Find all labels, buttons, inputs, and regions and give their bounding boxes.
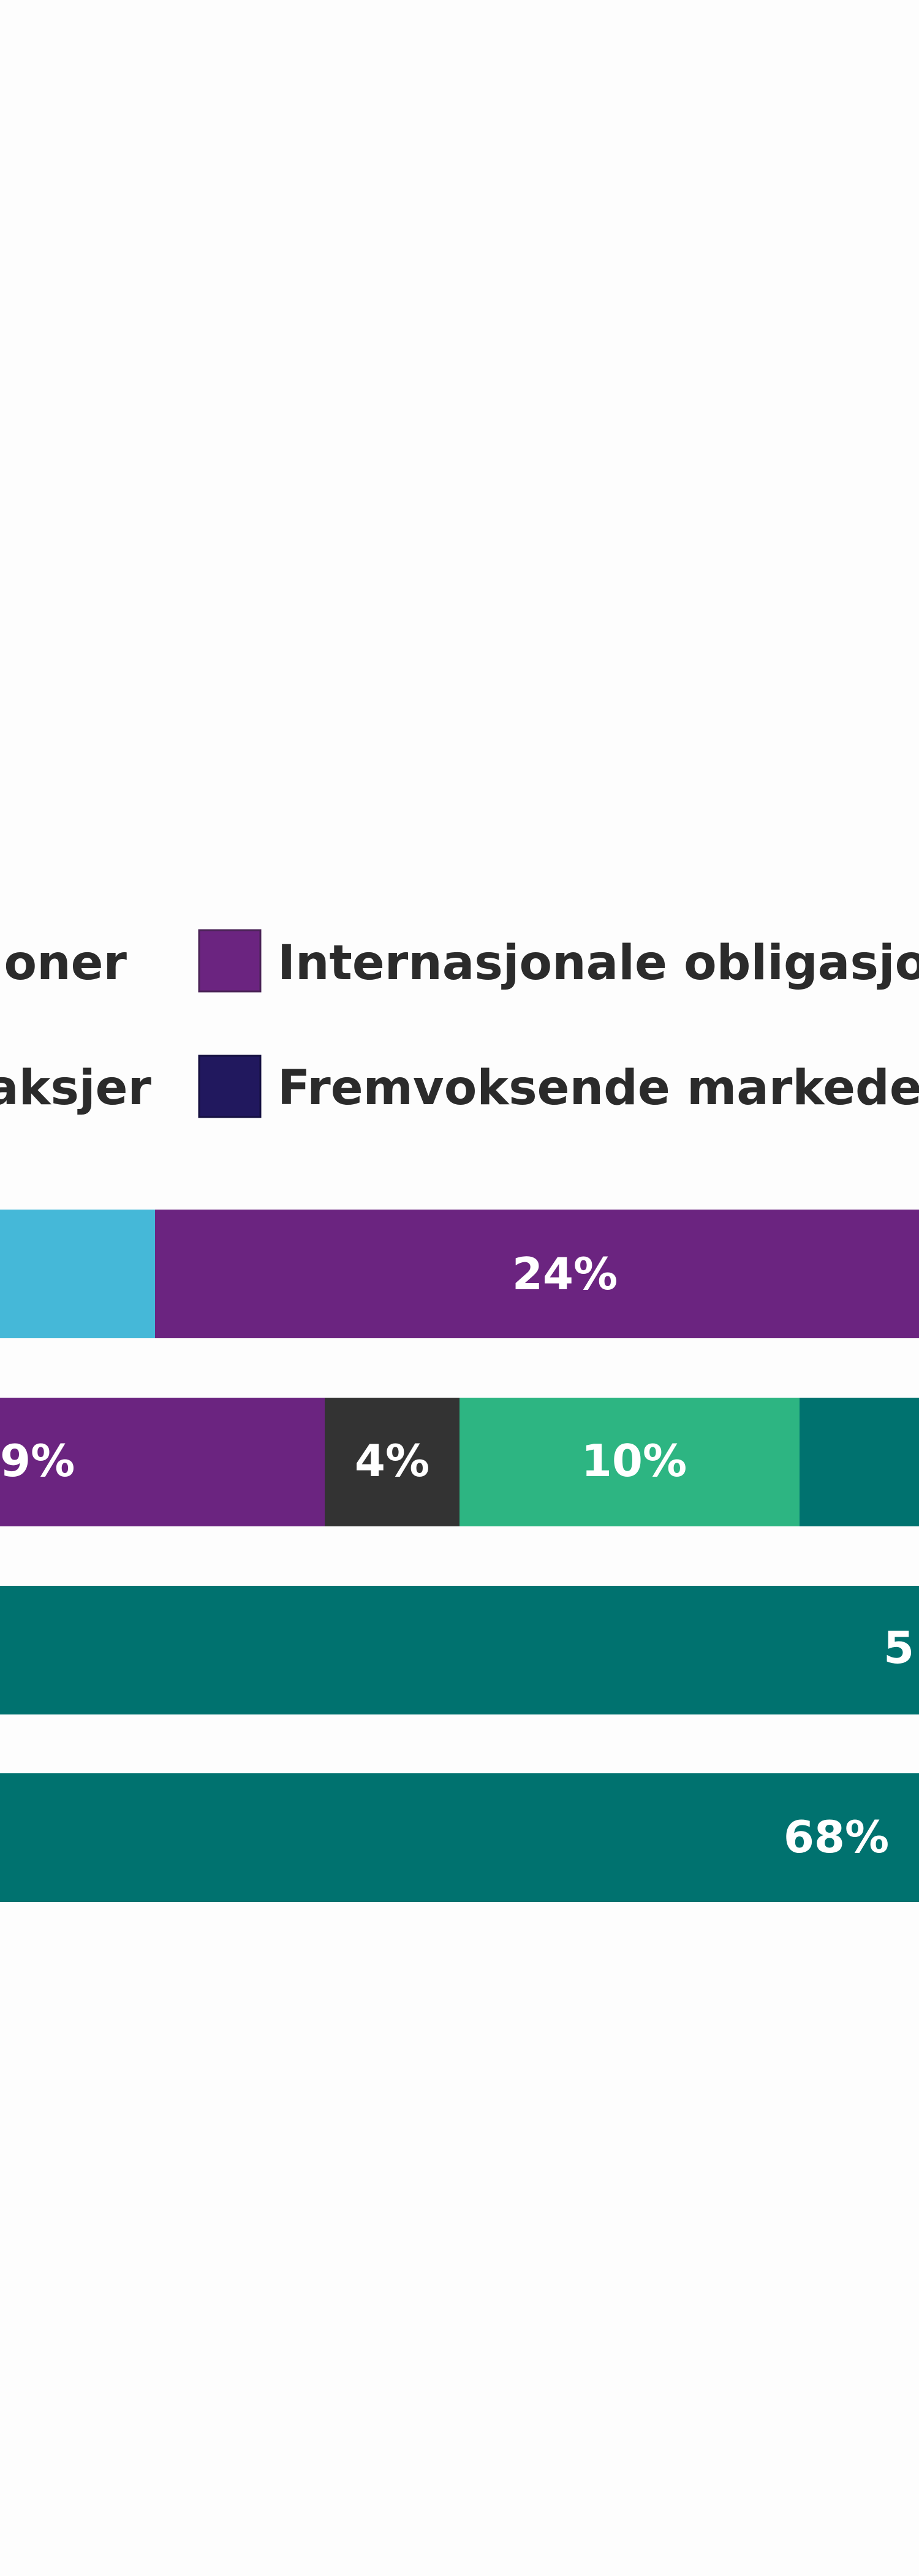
bar-2-segment-3 — [460, 1398, 800, 1526]
legend-label-3: aksjer — [0, 1061, 152, 1116]
legend-swatch-4 — [198, 1055, 262, 1118]
bar-2-segment-4 — [800, 1398, 919, 1526]
bar-2-segment-1 — [0, 1398, 325, 1526]
bar-4-segment-1 — [0, 1773, 919, 1902]
bar-1-segment-2-label: 24% — [512, 1248, 618, 1300]
bar-2-segment-1-label: 9% — [0, 1435, 75, 1487]
bar-2-segment-3-label: 10% — [581, 1435, 687, 1487]
bar-4-segment-1-label: 68% — [784, 1811, 889, 1863]
bar-2-segment-2-label: 4% — [355, 1435, 429, 1487]
legend-label-4: Fremvoksende markeder — [278, 1061, 919, 1116]
bar-3-segment-1-label: 5 — [883, 1622, 914, 1673]
bar-2-segment-2 — [325, 1398, 460, 1526]
bar-3-segment-1 — [0, 1586, 919, 1714]
legend-label-1: joner — [0, 936, 127, 991]
bar-1-segment-1 — [0, 1210, 155, 1338]
legend-swatch-2 — [198, 929, 262, 993]
legend-label-2: Internasjonale obligasjone — [278, 936, 919, 991]
bar-1-segment-2 — [155, 1210, 919, 1338]
